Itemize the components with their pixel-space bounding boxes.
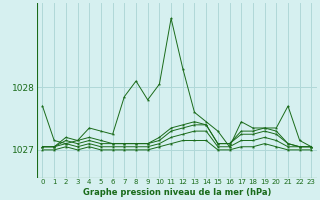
X-axis label: Graphe pression niveau de la mer (hPa): Graphe pression niveau de la mer (hPa) [83, 188, 271, 197]
